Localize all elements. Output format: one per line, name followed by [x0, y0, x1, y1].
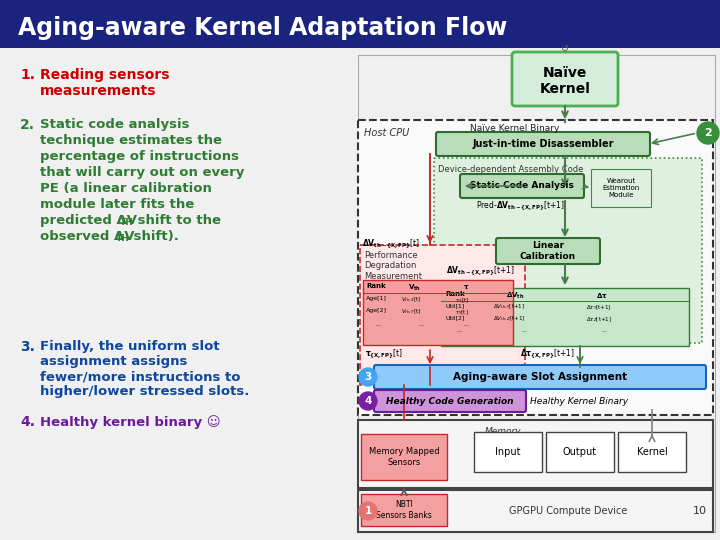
Text: technique estimates the: technique estimates the [40, 134, 222, 147]
FancyBboxPatch shape [374, 365, 706, 389]
Text: ...: ... [463, 322, 469, 327]
Text: Just-in-time Disassembler: Just-in-time Disassembler [472, 139, 613, 149]
Text: $\bf{\Delta\tau}$: $\bf{\Delta\tau}$ [596, 291, 608, 300]
Text: ...: ... [456, 328, 462, 333]
Text: 4: 4 [364, 396, 372, 406]
Text: Host CPU: Host CPU [364, 128, 409, 138]
Text: ↺: ↺ [561, 44, 569, 54]
Text: $\bf{\Delta V_{th-\{X,FP\}}}$[t+1]: $\bf{\Delta V_{th-\{X,FP\}}}$[t+1] [446, 265, 515, 278]
Text: TH: TH [116, 234, 130, 243]
Text: $V_{th,Y}$[t]: $V_{th,Y}$[t] [401, 308, 421, 316]
Text: Performance
Degradation
Measurement: Performance Degradation Measurement [364, 251, 422, 281]
Text: Static Code Analysis: Static Code Analysis [470, 181, 574, 191]
Text: Output: Output [563, 447, 597, 457]
FancyBboxPatch shape [358, 490, 713, 532]
Text: $\bf{\Delta V_{th}}$: $\bf{\Delta V_{th}}$ [506, 291, 524, 301]
Text: Wearout
Estimation
Module: Wearout Estimation Module [603, 178, 639, 198]
Text: Age[1]: Age[1] [366, 296, 387, 301]
Text: Naïve
Kernel: Naïve Kernel [539, 66, 590, 96]
Text: Aging-aware Kernel Adaptation Flow: Aging-aware Kernel Adaptation Flow [18, 16, 508, 40]
FancyBboxPatch shape [361, 434, 447, 480]
Text: TH: TH [120, 218, 134, 227]
Text: predicted ΔV: predicted ΔV [40, 214, 137, 227]
FancyBboxPatch shape [434, 158, 702, 343]
Text: Util[2]: Util[2] [445, 315, 464, 320]
Text: $\tau_X$[t]: $\tau_X$[t] [455, 296, 469, 305]
Circle shape [359, 502, 377, 520]
FancyBboxPatch shape [363, 280, 513, 345]
Text: Input: Input [495, 447, 521, 457]
Text: ...: ... [601, 328, 607, 333]
Text: GPGPU Compute Device: GPGPU Compute Device [509, 506, 627, 516]
Text: module later fits the: module later fits the [40, 198, 194, 211]
Text: ...: ... [521, 328, 527, 333]
FancyBboxPatch shape [618, 432, 686, 472]
FancyBboxPatch shape [0, 0, 720, 48]
Text: Memory: Memory [485, 427, 521, 436]
Text: $\Delta\tau_Y$[t+1]: $\Delta\tau_Y$[t+1] [586, 303, 611, 312]
Text: NBTI
Sensors Banks: NBTI Sensors Banks [376, 500, 432, 519]
Text: percentage of instructions: percentage of instructions [40, 150, 239, 163]
Text: $\bf{\tau}$: $\bf{\tau}$ [463, 283, 469, 291]
FancyBboxPatch shape [496, 238, 600, 264]
Text: $\bf{V_{th}}$: $\bf{V_{th}}$ [408, 283, 421, 293]
Text: observed ΔV: observed ΔV [40, 230, 135, 243]
Text: 3.: 3. [20, 340, 35, 354]
Text: that will carry out on every: that will carry out on every [40, 166, 244, 179]
Text: $\Delta\tau_Z$[t+1]: $\Delta\tau_Z$[t+1] [586, 315, 612, 324]
FancyBboxPatch shape [546, 432, 614, 472]
Text: Util[1]: Util[1] [445, 303, 464, 308]
Text: Finally, the uniform slot
assignment assigns
fewer/more instructions to
higher/l: Finally, the uniform slot assignment ass… [40, 340, 249, 398]
Text: PE (a linear calibration: PE (a linear calibration [40, 182, 212, 195]
Text: Rank: Rank [366, 283, 386, 289]
FancyBboxPatch shape [358, 120, 713, 415]
Text: Kernel: Kernel [636, 447, 667, 457]
Circle shape [697, 122, 719, 144]
Text: $\bf{\tau_{\{X,FP\}}}$[t]: $\bf{\tau_{\{X,FP\}}}$[t] [365, 348, 403, 361]
Text: $\bf{\Delta V_{th-\{X,FP\}}}$[t]: $\bf{\Delta V_{th-\{X,FP\}}}$[t] [362, 238, 420, 251]
Text: $\Delta V_{th,Y}$[t+1]: $\Delta V_{th,Y}$[t+1] [493, 303, 525, 311]
FancyBboxPatch shape [474, 432, 542, 472]
Text: Aging-aware Slot Assignment: Aging-aware Slot Assignment [453, 372, 627, 382]
Text: 3: 3 [364, 372, 372, 382]
Text: ...: ... [375, 322, 381, 327]
Text: Healthy Code Generation: Healthy Code Generation [386, 396, 514, 406]
FancyBboxPatch shape [374, 390, 526, 412]
Text: Reading sensors
measurements: Reading sensors measurements [40, 68, 169, 98]
Text: Static code analysis: Static code analysis [40, 118, 189, 131]
Text: Naïve Kernel Binary: Naïve Kernel Binary [470, 124, 559, 133]
FancyBboxPatch shape [512, 52, 618, 106]
Text: 2: 2 [704, 128, 712, 138]
FancyBboxPatch shape [358, 420, 713, 488]
FancyBboxPatch shape [441, 288, 689, 346]
Text: $\bf{\Delta\tau_{\{X,FP\}}}$[t+1]: $\bf{\Delta\tau_{\{X,FP\}}}$[t+1] [520, 348, 575, 361]
Text: Pred-$\bf{\Delta V_{th-\{X,FP\}}}$[t+1]: Pred-$\bf{\Delta V_{th-\{X,FP\}}}$[t+1] [476, 200, 565, 213]
FancyBboxPatch shape [591, 169, 651, 207]
FancyBboxPatch shape [360, 245, 525, 385]
Circle shape [359, 368, 377, 386]
Text: $V_{th,X}$[t]: $V_{th,X}$[t] [401, 296, 421, 304]
Text: shift).: shift). [129, 230, 179, 243]
Text: 4.: 4. [20, 415, 35, 429]
FancyBboxPatch shape [460, 174, 584, 198]
Text: Age[2]: Age[2] [366, 308, 387, 313]
FancyBboxPatch shape [361, 494, 447, 526]
Text: Rank: Rank [445, 291, 464, 297]
Text: Memory Mapped
Sensors: Memory Mapped Sensors [369, 447, 439, 467]
Text: Device-dependent Assembly Code: Device-dependent Assembly Code [438, 165, 583, 174]
Text: $\Delta V_{th,Z}$[t+1]: $\Delta V_{th,Z}$[t+1] [493, 315, 526, 323]
Text: 10: 10 [693, 506, 707, 516]
Text: Healthy kernel binary ☺: Healthy kernel binary ☺ [40, 415, 220, 429]
Text: $\tau_Y$[t]: $\tau_Y$[t] [455, 308, 469, 317]
Text: 1.: 1. [20, 68, 35, 82]
Text: 1: 1 [364, 506, 372, 516]
Text: ...: ... [418, 322, 424, 327]
Circle shape [359, 392, 377, 410]
Text: Linear
Calibration: Linear Calibration [520, 241, 576, 261]
Text: 2.: 2. [20, 118, 35, 132]
FancyBboxPatch shape [436, 132, 650, 156]
Text: Healthy Kernel Binary: Healthy Kernel Binary [530, 396, 628, 406]
Text: shift to the: shift to the [133, 214, 221, 227]
